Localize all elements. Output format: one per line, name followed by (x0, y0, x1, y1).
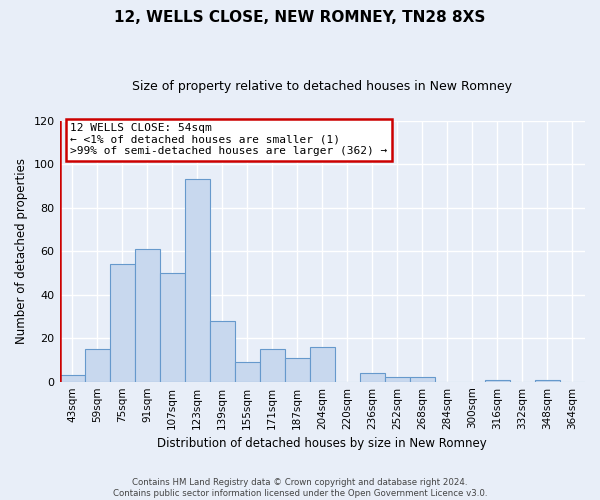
Bar (160, 273, 185, 382)
Text: 12, WELLS CLOSE, NEW ROMNEY, TN28 8XS: 12, WELLS CLOSE, NEW ROMNEY, TN28 8XS (115, 10, 485, 25)
Title: Size of property relative to detached houses in New Romney: Size of property relative to detached ho… (132, 80, 512, 93)
Bar (485, 380, 510, 382)
Bar (285, 358, 310, 382)
Bar (110, 264, 134, 382)
Bar (385, 378, 410, 382)
X-axis label: Distribution of detached houses by size in New Romney: Distribution of detached houses by size … (157, 437, 487, 450)
Bar (260, 349, 285, 382)
Text: Contains HM Land Registry data © Crown copyright and database right 2024.
Contai: Contains HM Land Registry data © Crown c… (113, 478, 487, 498)
Bar (134, 249, 160, 382)
Bar (85, 349, 110, 382)
Bar (209, 321, 235, 382)
Bar (310, 347, 335, 382)
Bar (360, 373, 385, 382)
Y-axis label: Number of detached properties: Number of detached properties (15, 158, 28, 344)
Text: 12 WELLS CLOSE: 54sqm
← <1% of detached houses are smaller (1)
>99% of semi-deta: 12 WELLS CLOSE: 54sqm ← <1% of detached … (70, 123, 388, 156)
Bar (535, 380, 560, 382)
Bar (185, 180, 209, 382)
Bar (59, 375, 85, 382)
Bar (410, 378, 435, 382)
Bar (235, 362, 260, 382)
